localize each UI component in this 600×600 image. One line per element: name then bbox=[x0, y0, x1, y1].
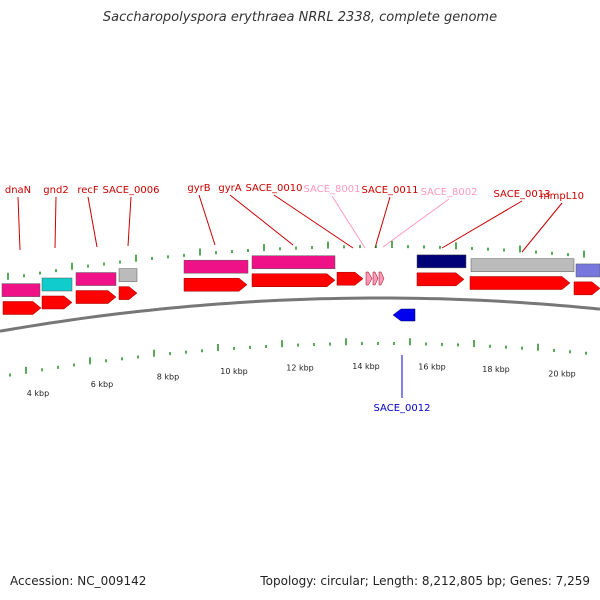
reverse-cds-track: SACE_0012 bbox=[374, 308, 431, 414]
gene-label[interactable]: dnaN bbox=[5, 185, 31, 196]
cds-arrow[interactable] bbox=[372, 271, 379, 286]
gene-label[interactable]: gnd2 bbox=[43, 185, 68, 196]
cds-arrow[interactable] bbox=[118, 286, 138, 300]
gene-label[interactable]: SACE_0010 bbox=[246, 183, 303, 194]
scale-label: 16 kbp bbox=[418, 363, 446, 372]
scale-label: 14 kbp bbox=[352, 362, 380, 371]
cog-block[interactable] bbox=[416, 254, 467, 269]
cds-arrow[interactable] bbox=[75, 290, 117, 304]
gene-label-layer: dnaN gnd2 recF SACE_0006 gyrB gyrA SACE_0010 SA… bbox=[5, 183, 584, 202]
scale-label-layer: 4 kbp 6 kbp 8 kbp 10 kbp 12 kbp 14 kbp 16 kbp 1… bbox=[27, 362, 576, 398]
cog-block[interactable] bbox=[41, 277, 73, 292]
cog-block[interactable] bbox=[470, 258, 575, 272]
gene-label[interactable]: SACE_8002 bbox=[421, 187, 478, 198]
cog-block[interactable] bbox=[75, 272, 117, 286]
map-title: Saccharopolyspora erythraea NRRL 2338, c… bbox=[102, 10, 498, 25]
cds-arrow[interactable] bbox=[365, 271, 373, 286]
leader-line bbox=[229, 194, 294, 246]
scale-label: 4 kbp bbox=[27, 389, 49, 398]
leader-line bbox=[17, 196, 21, 251]
scale-label: 10 kbp bbox=[220, 367, 248, 376]
scale-label: 6 kbp bbox=[91, 380, 113, 389]
cds-arrow[interactable] bbox=[416, 272, 465, 287]
cds-arrow[interactable] bbox=[469, 276, 571, 290]
leader-line bbox=[331, 195, 366, 249]
cds-arrow[interactable] bbox=[336, 271, 364, 286]
cog-block[interactable] bbox=[575, 263, 600, 278]
cds-arrow[interactable] bbox=[2, 301, 42, 315]
scale-label: 20 kbp bbox=[548, 370, 576, 379]
genome-summary-text: Topology: circular; Length: 8,212,805 bp… bbox=[260, 574, 590, 588]
cog-block[interactable] bbox=[183, 259, 249, 274]
gene-label[interactable]: mmpL10 bbox=[540, 191, 584, 202]
leader-line bbox=[198, 194, 216, 246]
forward-cds-track bbox=[2, 271, 600, 315]
leader-line bbox=[382, 198, 450, 248]
leader-line bbox=[54, 196, 57, 249]
cog-category-track bbox=[1, 254, 600, 297]
leader-line bbox=[521, 202, 563, 253]
cog-block[interactable] bbox=[118, 268, 138, 282]
cds-arrow[interactable] bbox=[573, 281, 600, 296]
cog-block[interactable] bbox=[1, 283, 41, 297]
genome-backbone bbox=[0, 296, 600, 333]
gene-label[interactable]: SACE_0006 bbox=[103, 185, 160, 196]
gene-label[interactable]: gyrB bbox=[187, 183, 210, 194]
label-leader-lines bbox=[17, 194, 563, 253]
cds-arrow[interactable] bbox=[183, 277, 248, 292]
scale-label: 12 kbp bbox=[286, 363, 314, 372]
cds-arrow[interactable] bbox=[378, 271, 385, 286]
leader-line bbox=[87, 196, 98, 248]
gene-label[interactable]: SACE_0011 bbox=[362, 185, 419, 196]
leader-line bbox=[273, 194, 354, 249]
scale-label: 18 kbp bbox=[482, 365, 510, 374]
leader-line bbox=[374, 196, 391, 249]
cog-block[interactable] bbox=[251, 255, 336, 269]
gene-label[interactable]: gyrA bbox=[218, 183, 241, 194]
gene-label[interactable]: SACE_8001 bbox=[304, 184, 361, 195]
gene-label[interactable]: recF bbox=[77, 185, 99, 196]
upper-tick-ring bbox=[7, 241, 585, 280]
reverse-cds-arrow[interactable] bbox=[392, 308, 416, 322]
scale-tick-ring bbox=[9, 338, 587, 377]
cds-arrow[interactable] bbox=[41, 295, 73, 310]
leader-line bbox=[127, 196, 132, 247]
backbone-line bbox=[0, 296, 600, 333]
cds-arrow[interactable] bbox=[251, 273, 336, 287]
scale-label: 8 kbp bbox=[157, 372, 179, 381]
accession-text: Accession: NC_009142 bbox=[10, 574, 147, 588]
leader-line bbox=[441, 200, 523, 249]
gene-label[interactable]: SACE_0013 bbox=[494, 189, 551, 200]
gene-label[interactable]: SACE_0012 bbox=[374, 403, 431, 414]
